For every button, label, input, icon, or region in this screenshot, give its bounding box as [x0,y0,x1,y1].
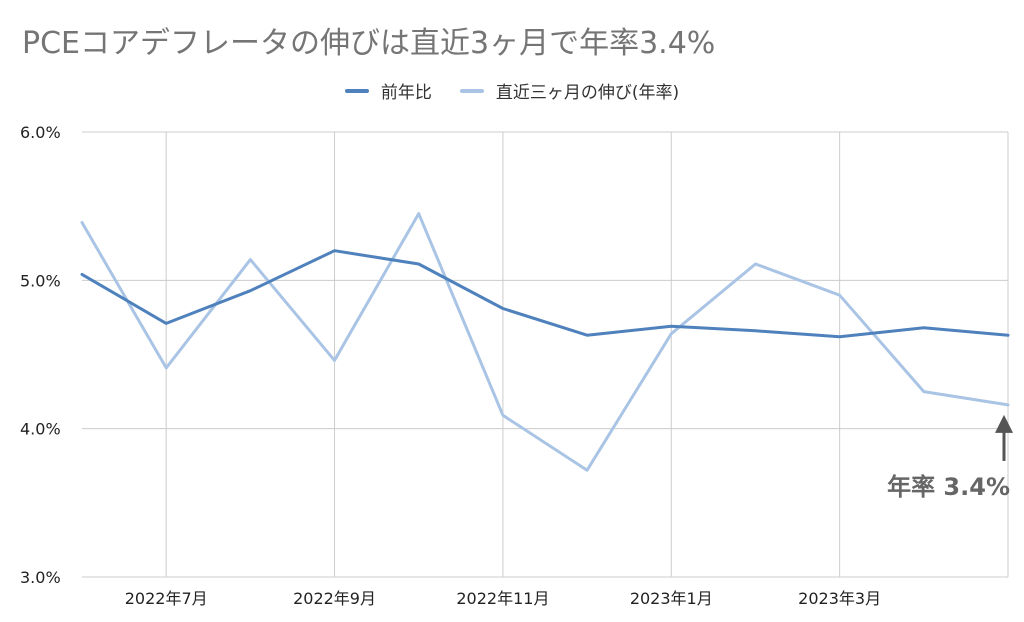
x-tick-label: 2022年7月 [125,589,208,608]
legend-label-yoy: 前年比 [380,83,432,103]
annotation-arrow-head [995,414,1013,433]
y-axis-ticks: 6.0% 5.0% 4.0% 3.0% [20,123,61,587]
legend-swatch-3m [459,88,484,93]
series-line-1 [80,212,1010,472]
legend-label-3m: 直近三ヶ月の伸び(年率) [495,83,680,103]
x-axis-ticks: 2022年7月 2022年9月 2022年11月 2023年1月 2023年3月 [125,589,881,608]
x-tick-label: 2023年1月 [630,589,713,608]
y-tick-label: 5.0% [20,271,61,290]
y-tick-label: 6.0% [20,123,61,142]
legend: 前年比 直近三ヶ月の伸び(年率) [0,78,1024,103]
legend-item-3m: 直近三ヶ月の伸び(年率) [459,78,680,103]
x-tick-label: 2022年9月 [293,589,376,608]
grid [82,131,1009,578]
y-tick-label: 4.0% [20,420,61,439]
series-lines [80,212,1010,472]
legend-swatch-yoy [344,88,369,93]
legend-item-yoy: 前年比 [344,78,432,103]
annotation-text: 年率 3.4% [887,473,1010,501]
series-line-0 [80,249,1010,339]
annotation: 年率 3.4% [887,414,1013,501]
x-tick-label: 2023年3月 [798,589,881,608]
x-tick-label: 2022年11月 [456,589,549,608]
y-tick-label: 3.0% [20,568,61,587]
chart-title: PCEコアデフレータの伸びは直近3ヶ月で年率3.4% [22,26,716,61]
